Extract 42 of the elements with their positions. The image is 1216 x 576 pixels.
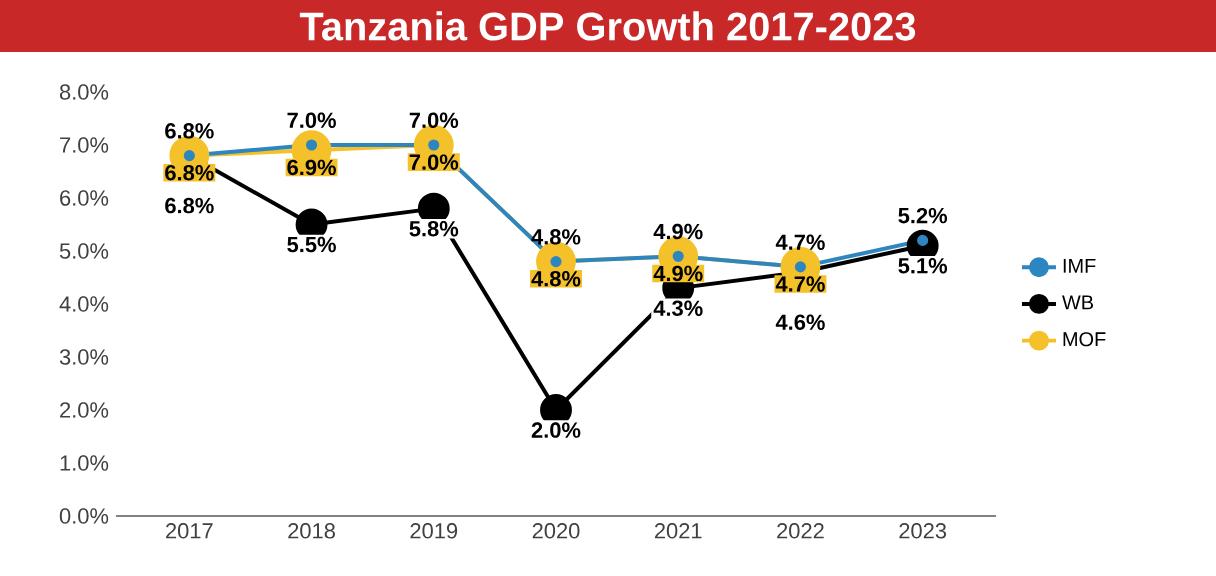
data-label: 7.0%	[409, 112, 459, 128]
data-label: 4.8%	[531, 229, 581, 245]
data-label: 5.8%	[409, 220, 459, 237]
point	[550, 256, 562, 268]
chart-title: Tanzania GDP Growth 2017-2023	[299, 11, 916, 41]
x-tick-label: 2022	[777, 523, 824, 539]
data-label: 5.1%	[898, 258, 948, 274]
data-label: 6.8%	[165, 197, 214, 214]
data-label: 2.0%	[531, 422, 581, 438]
data-label: 4.6%	[775, 314, 825, 330]
y-tick-label: 2.0%	[60, 402, 109, 418]
x-tick-label: 2017	[166, 523, 213, 539]
y-tick-label: 7.0%	[60, 137, 109, 153]
x-tick-label: 2019	[410, 523, 458, 539]
data-label: 4.7%	[775, 276, 825, 292]
data-label: 6.8%	[165, 164, 214, 181]
legend-label: MOF	[1063, 332, 1106, 347]
legend-label: WB	[1062, 295, 1094, 310]
data-label: 7.0%	[287, 112, 336, 128]
data-label: 5.5%	[287, 236, 336, 253]
data-label: 4.9%	[653, 223, 703, 240]
data-label: 4.7%	[775, 234, 825, 250]
data-label: 4.9%	[653, 265, 703, 282]
x-tick-label: 2020	[532, 523, 580, 539]
data-label: 6.9%	[287, 159, 336, 176]
data-label: 6.8%	[165, 123, 214, 139]
y-tick-label: 6.0%	[60, 190, 109, 206]
x-tick-label: 2023	[899, 523, 947, 539]
data-label: 5.2%	[898, 207, 948, 224]
y-tick-label: 5.0%	[59, 243, 109, 259]
point	[183, 150, 195, 162]
data-label: 4.8%	[531, 270, 581, 287]
data-label: 4.3%	[653, 300, 703, 317]
legend-label: IMF	[1063, 258, 1096, 273]
x-tick-label: 2018	[288, 523, 335, 539]
x-tick-label: 2021	[654, 523, 702, 539]
y-tick-label: 1.0%	[60, 455, 109, 471]
y-tick-label: 0.0%	[59, 508, 109, 524]
y-tick-label: 8.0%	[59, 84, 109, 100]
data-label: 7.0%	[409, 154, 459, 170]
y-tick-label: 4.0%	[59, 296, 109, 312]
y-tick-label: 3.0%	[59, 349, 109, 365]
